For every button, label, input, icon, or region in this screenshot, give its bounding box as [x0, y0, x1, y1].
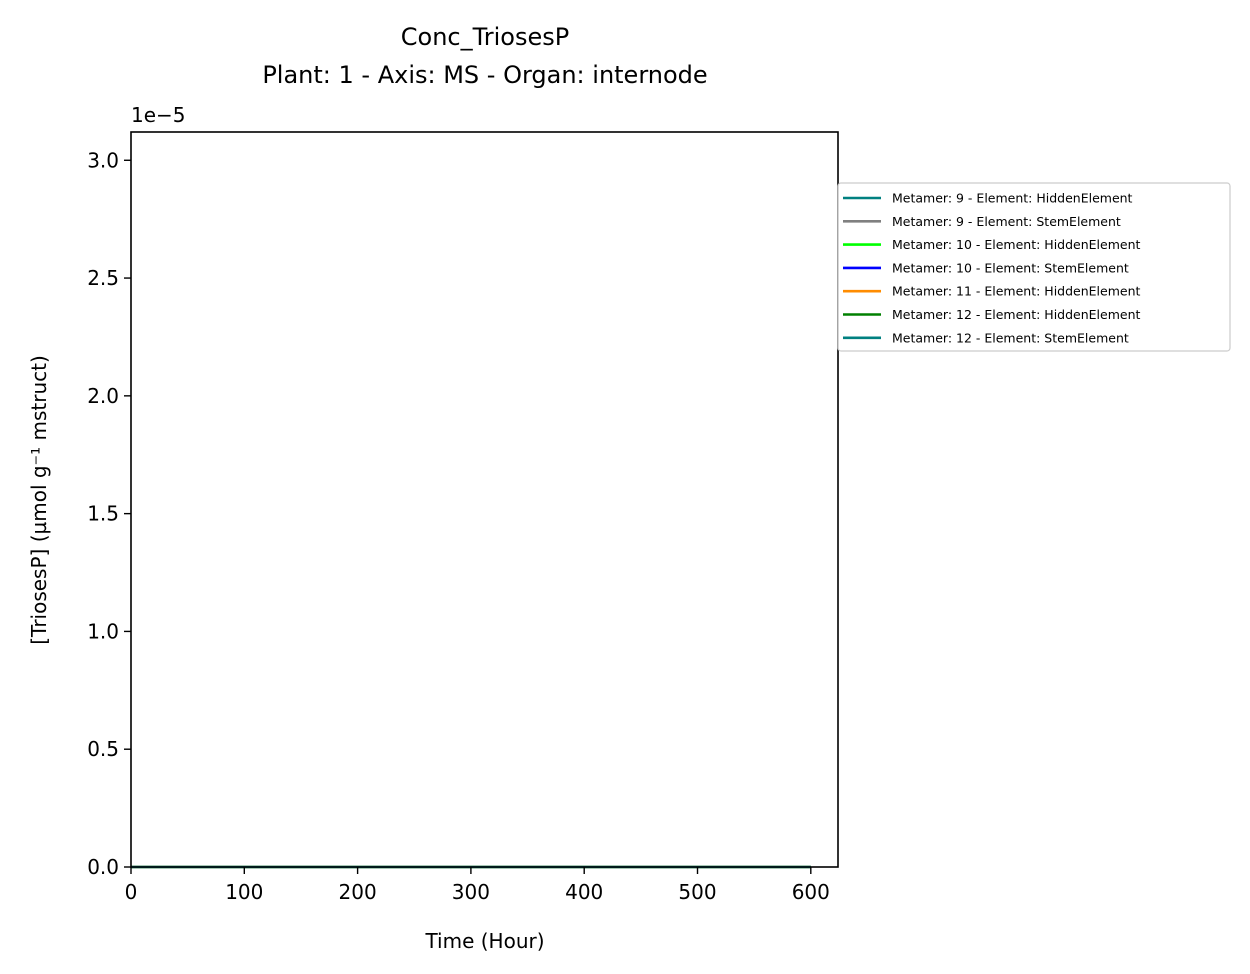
legend-label: Metamer: 12 - Element: HiddenElement [892, 307, 1141, 322]
x-tick-label: 200 [339, 880, 377, 904]
legend-label: Metamer: 9 - Element: HiddenElement [892, 191, 1133, 206]
y-tick-label: 2.0 [87, 384, 119, 408]
legend-label: Metamer: 10 - Element: HiddenElement [892, 237, 1141, 252]
legend-label: Metamer: 9 - Element: StemElement [892, 214, 1121, 229]
chart-title: Conc_TriosesP [401, 23, 569, 51]
legend-label: Metamer: 12 - Element: StemElement [892, 330, 1129, 345]
legend-frame [837, 182, 1231, 352]
plot-frame [130, 131, 839, 868]
y-tick-label: 0.0 [87, 855, 119, 879]
y-axis-ticks: 0.0 0.5 1.0 1.5 2.0 2.5 3.0 [87, 148, 131, 879]
y-tick-label: 2.5 [87, 266, 119, 290]
x-tick-label: 500 [678, 880, 716, 904]
x-axis-ticks: 0 100 200 300 400 500 600 [125, 867, 830, 904]
x-tick-label: 600 [792, 880, 830, 904]
x-tick-label: 300 [452, 880, 490, 904]
x-tick-label: 100 [225, 880, 263, 904]
chart-subtitle: Plant: 1 - Axis: MS - Organ: internode [262, 61, 707, 89]
y-tick-label: 0.5 [87, 737, 119, 761]
legend: Metamer: 9 - Element: HiddenElement Metam… [837, 182, 1231, 352]
y-tick-label: 3.0 [87, 148, 119, 172]
legend-label: Metamer: 11 - Element: HiddenElement [892, 284, 1141, 299]
legend-label: Metamer: 10 - Element: StemElement [892, 260, 1129, 275]
x-tick-label: 400 [565, 880, 603, 904]
y-tick-label: 1.5 [87, 502, 119, 526]
y-axis-offset-label: 1e−5 [131, 103, 186, 127]
legend-items: Metamer: 9 - Element: HiddenElement Metam… [843, 191, 1141, 345]
y-axis-label: [TriosesP] (µmol g⁻¹ mstruct) [27, 355, 51, 645]
x-axis-label: Time (Hour) [424, 929, 544, 953]
x-tick-label: 0 [125, 880, 138, 904]
y-tick-label: 1.0 [87, 619, 119, 643]
